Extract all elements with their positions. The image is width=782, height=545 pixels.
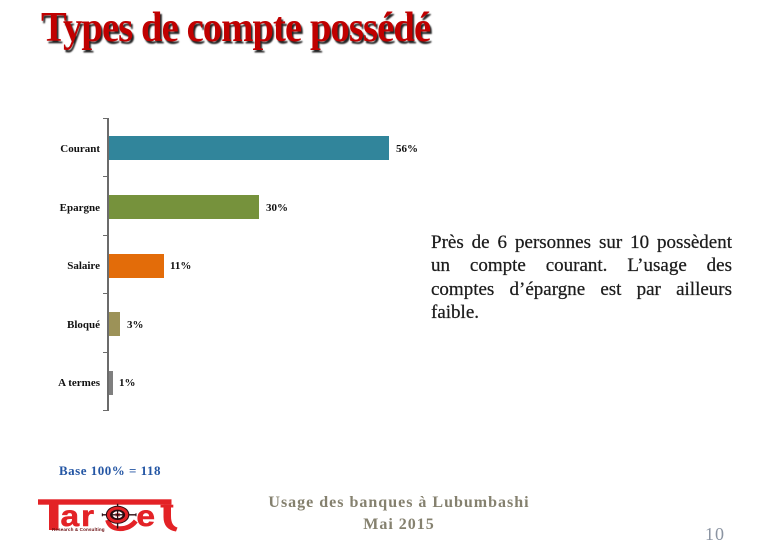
svg-text:a: a bbox=[61, 499, 80, 533]
svg-text:e: e bbox=[136, 499, 155, 533]
svg-text:Research & Consulting: Research & Consulting bbox=[52, 527, 105, 532]
svg-text:r: r bbox=[81, 499, 94, 533]
